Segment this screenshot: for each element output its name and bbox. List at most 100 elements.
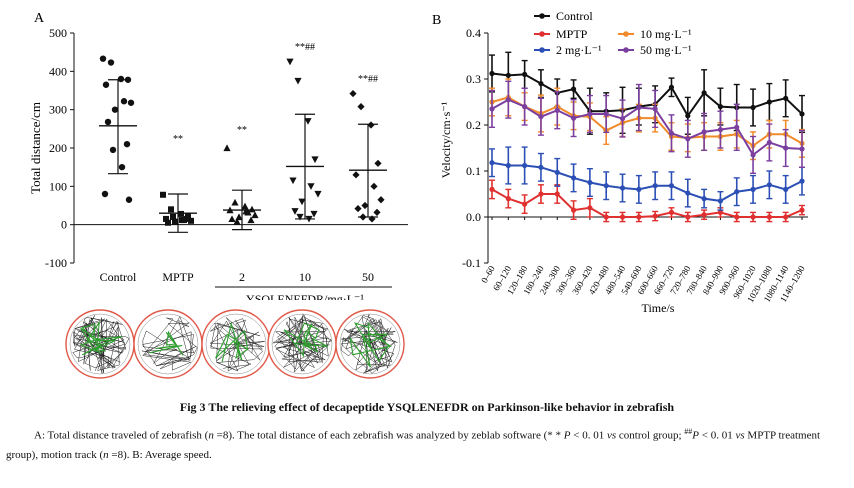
data-point bbox=[603, 111, 609, 117]
y-tick-label: 300 bbox=[49, 103, 67, 117]
data-point bbox=[505, 196, 511, 202]
y-tick-label: 100 bbox=[49, 179, 67, 193]
data-point bbox=[111, 106, 119, 113]
data-point bbox=[120, 98, 128, 105]
caption-part: =8). B: Average speed. bbox=[108, 448, 212, 461]
data-point bbox=[125, 196, 133, 203]
series-line bbox=[491, 161, 803, 202]
x-axis-label: Time/s bbox=[642, 301, 675, 315]
caption-part: < 0. 01 bbox=[570, 429, 607, 442]
data-point bbox=[291, 208, 299, 215]
data-point bbox=[570, 207, 577, 213]
data-point bbox=[184, 215, 190, 222]
data-point bbox=[489, 70, 495, 77]
data-point bbox=[251, 211, 259, 219]
data-point bbox=[307, 183, 315, 190]
data-point bbox=[522, 201, 528, 207]
legend-marker bbox=[539, 13, 545, 19]
track-path-fast bbox=[79, 320, 122, 356]
y-tick-label: 0.0 bbox=[466, 210, 481, 224]
data-point bbox=[170, 214, 176, 220]
series-line bbox=[491, 188, 803, 219]
y-tick-label: 200 bbox=[49, 141, 67, 155]
x-tick-label: 50 bbox=[362, 270, 374, 284]
y-tick-label: -0.1 bbox=[462, 256, 481, 270]
y-axis-label: Velocity/cm·s⁻¹ bbox=[439, 101, 453, 178]
data-point bbox=[799, 111, 805, 117]
data-point bbox=[104, 118, 112, 126]
data-point bbox=[783, 214, 789, 220]
x-tick-label: 2 bbox=[239, 270, 245, 284]
y-tick-label: 500 bbox=[49, 26, 67, 40]
data-point bbox=[373, 208, 381, 216]
data-point bbox=[357, 103, 365, 111]
track-path-fast bbox=[349, 321, 392, 368]
data-point bbox=[636, 186, 642, 192]
data-point bbox=[636, 214, 642, 220]
x-tick-label: Control bbox=[100, 270, 137, 284]
caption-italic: n bbox=[208, 429, 214, 442]
series-line bbox=[491, 72, 803, 118]
data-point bbox=[766, 99, 772, 105]
legend-label: 50 mg·L⁻¹ bbox=[640, 43, 692, 57]
x-tick-label: MPTP bbox=[162, 270, 194, 284]
data-point bbox=[685, 113, 691, 119]
data-point bbox=[505, 72, 511, 78]
data-point bbox=[522, 104, 528, 110]
data-point bbox=[652, 213, 658, 219]
data-point bbox=[231, 198, 239, 206]
track-arena-wall bbox=[69, 313, 131, 375]
figure-caption: A: Total distance traveled of zebrafish … bbox=[6, 422, 850, 465]
panel-b-label: B bbox=[432, 13, 441, 28]
panel-b-chart: B -0.10.00.10.20.30.4Velocity/cm·s⁻¹0–60… bbox=[432, 9, 808, 315]
data-point bbox=[668, 183, 675, 189]
data-point bbox=[179, 217, 185, 224]
data-point bbox=[165, 219, 171, 226]
legend-marker bbox=[623, 47, 629, 53]
data-point bbox=[734, 214, 740, 220]
track-path bbox=[272, 314, 333, 373]
track-path bbox=[141, 316, 198, 371]
data-point bbox=[554, 169, 560, 175]
caption-part: MPTP treatment group), motion track ( bbox=[6, 429, 821, 461]
data-point bbox=[370, 182, 378, 190]
caption-italic: vs bbox=[735, 429, 745, 442]
data-point bbox=[685, 136, 691, 142]
data-point bbox=[233, 218, 241, 225]
data-point bbox=[717, 198, 724, 204]
data-point bbox=[352, 171, 360, 179]
data-point bbox=[118, 163, 126, 171]
data-point bbox=[242, 207, 250, 215]
series-line bbox=[491, 96, 803, 147]
track-arena-wall bbox=[205, 313, 267, 375]
data-point bbox=[701, 212, 707, 218]
caption-italic: n bbox=[103, 448, 109, 461]
y-tick-label: 0 bbox=[61, 218, 67, 232]
data-point bbox=[247, 216, 255, 224]
data-point bbox=[286, 58, 294, 66]
data-point bbox=[783, 95, 789, 101]
data-point bbox=[766, 214, 772, 220]
data-point bbox=[223, 144, 231, 152]
significance-label: ** bbox=[173, 134, 183, 145]
data-point bbox=[734, 124, 740, 130]
motion-tracks bbox=[65, 309, 405, 379]
data-point bbox=[717, 104, 724, 110]
data-point bbox=[750, 152, 756, 158]
data-point bbox=[377, 196, 385, 204]
data-point bbox=[717, 127, 724, 133]
data-point bbox=[652, 183, 658, 189]
data-point bbox=[734, 189, 740, 195]
data-point bbox=[701, 90, 707, 96]
caption-part: A: Total distance traveled of zebrafish … bbox=[34, 429, 209, 442]
y-tick-label: 400 bbox=[49, 64, 67, 78]
data-point bbox=[587, 205, 593, 211]
data-point bbox=[799, 178, 805, 184]
data-point bbox=[668, 84, 675, 90]
track-arena-wall bbox=[137, 313, 199, 375]
track-path bbox=[209, 317, 265, 372]
data-point bbox=[717, 209, 724, 215]
data-point bbox=[107, 59, 115, 66]
data-point bbox=[668, 130, 675, 136]
y-axis-label: Total distance/cm bbox=[28, 102, 43, 194]
